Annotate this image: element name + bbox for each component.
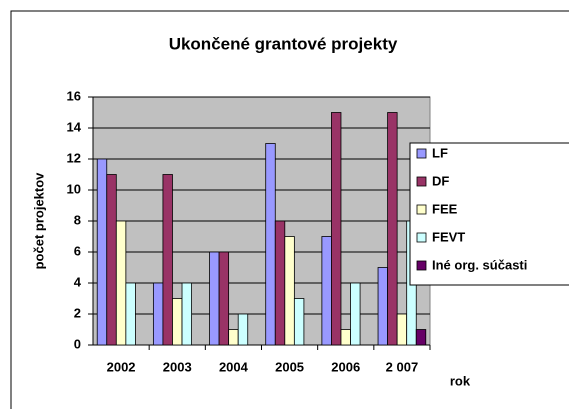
bar	[125, 282, 136, 346]
x-tick-label: 2004	[219, 359, 249, 374]
bar	[350, 282, 361, 346]
x-tick-label: 2006	[331, 359, 360, 374]
legend-label: LF	[432, 145, 448, 160]
bar	[218, 251, 230, 346]
bar	[228, 329, 239, 346]
bar	[106, 174, 117, 346]
bar	[162, 174, 173, 346]
y-tick-label: 2	[74, 305, 81, 320]
legend-swatch	[416, 176, 427, 187]
legend-label: DF	[432, 173, 449, 188]
bar	[284, 236, 295, 346]
bar	[396, 313, 408, 346]
y-tick-label: 12	[67, 150, 81, 165]
bar	[152, 282, 164, 346]
legend-label: FEE	[432, 201, 458, 216]
bar	[340, 329, 351, 346]
bar	[96, 158, 108, 346]
bar	[331, 112, 342, 346]
bar	[293, 298, 305, 346]
bar	[387, 112, 398, 346]
bar	[172, 298, 183, 346]
x-axis-label: rok	[450, 373, 471, 388]
bar	[274, 220, 286, 346]
x-tick-label: 2 007	[386, 359, 419, 374]
bar	[181, 282, 192, 346]
bar	[377, 267, 388, 346]
y-tick-label: 10	[67, 181, 81, 196]
bar	[115, 220, 127, 346]
x-tick-label: 2003	[163, 359, 192, 374]
legend-swatch	[416, 232, 427, 243]
legend-swatch	[416, 260, 427, 271]
y-tick-label: 6	[74, 243, 81, 258]
bar	[237, 313, 249, 346]
legend-label: FEVT	[432, 229, 465, 244]
legend-label: Iné org. súčasti	[432, 257, 527, 272]
y-tick-label: 8	[74, 212, 81, 227]
y-tick-label: 16	[67, 88, 81, 103]
legend-box	[409, 142, 569, 286]
bar	[321, 236, 332, 346]
bar	[415, 329, 427, 346]
x-tick-label: 2005	[275, 359, 304, 374]
y-axis-label: počet projektov	[31, 172, 46, 270]
bar	[265, 143, 276, 346]
legend-swatch	[416, 148, 427, 159]
x-tick-label: 2002	[107, 359, 136, 374]
y-tick-label: 0	[74, 336, 81, 351]
y-tick-label: 4	[74, 274, 82, 289]
y-tick-label: 14	[67, 119, 82, 134]
bar	[209, 251, 220, 346]
legend-swatch	[416, 204, 427, 215]
chart-title: Ukončené grantové projekty	[169, 34, 398, 53]
